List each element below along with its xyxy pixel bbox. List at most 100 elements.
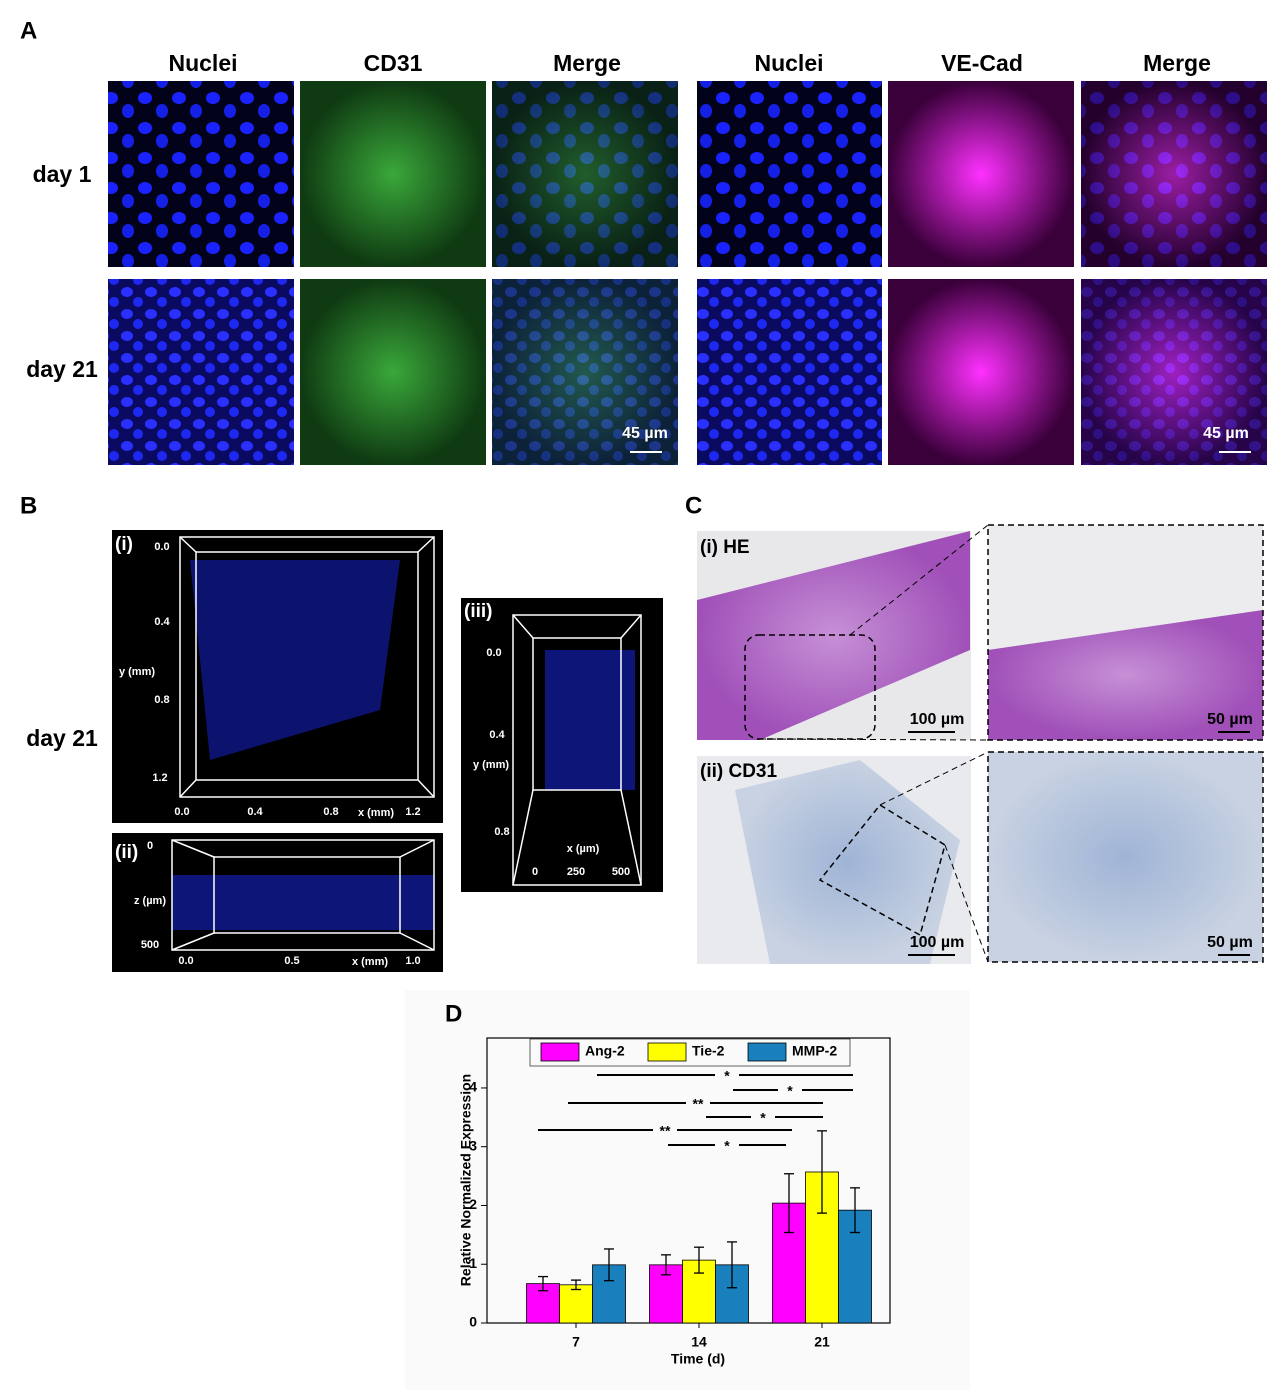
tick-label: 0.0 [174,806,189,818]
scale-bar-label: 50 µm [1207,711,1253,728]
significance-label: * [724,1138,730,1154]
bounding-box [195,551,419,781]
panel-label: C [685,492,702,519]
tick-label: 0.0 [178,955,193,967]
tick-label: 0.8 [494,826,509,838]
zoom-region [818,804,946,937]
bounding-box [171,839,435,951]
view-label: (iii) [464,601,493,622]
image [697,279,882,465]
zoom-region [744,634,876,740]
row-label: day 1 [33,161,92,187]
significance-label: * [787,1083,793,1099]
error-bar [538,1275,548,1292]
error-bar [571,1279,581,1291]
error-bar [784,1173,794,1234]
bar [559,1284,593,1324]
bounding-box [512,614,642,886]
scale-bar-label: 100 µm [910,934,965,951]
bounding-box [213,856,401,934]
view-label: (i) [115,534,133,555]
significance-label: * [724,1068,730,1084]
image [545,650,635,790]
zoom-frame [987,524,1264,741]
image [888,279,1074,465]
scale-bar-label: 45 µm [1203,425,1249,442]
column-header: Merge [1143,50,1211,76]
error-bar [604,1248,614,1282]
error-bar [727,1241,737,1289]
significance-label: ** [693,1096,704,1112]
column-header: VE-Cad [941,50,1023,76]
legend-label: MMP-2 [792,1043,837,1059]
image [1081,81,1267,267]
legend-swatch [647,1042,687,1062]
legend-frame [529,1038,851,1067]
image [1081,279,1267,465]
axis-label: y (mm) [119,666,155,678]
tick-label: 0.4 [489,729,505,741]
tick-label: 1.0 [405,955,420,967]
scale-bar-label: 45 µm [622,425,668,442]
image-label: (ii) CD31 [700,761,778,782]
chart-background [405,990,970,1390]
tick-label: 1.2 [405,806,420,818]
error-bar [850,1187,860,1234]
panel-label: B [20,492,37,519]
significance-label: * [760,1110,766,1126]
tick-label: 0 [532,866,538,878]
panel-label: D [445,1000,462,1027]
panel-b-views [112,530,663,972]
axis-label: x (mm) [358,807,394,819]
image [735,760,960,964]
legend-swatch [540,1042,580,1062]
column-header: Nuclei [168,50,237,76]
x-tick-label: 7 [572,1334,580,1350]
axis-label: z (µm) [134,895,166,907]
axis-label: y (mm) [473,759,509,771]
column-header: Merge [553,50,621,76]
panel-c-images [697,524,1264,964]
image [190,560,400,760]
panel-label: A [20,17,37,44]
image-label: (i) HE [700,537,750,558]
view-label: (ii) [115,842,138,863]
x-axis-title: Time (d) [671,1351,725,1367]
image [172,875,434,930]
image [300,279,486,465]
tick-label: 250 [567,866,585,878]
row-label: day 21 [26,725,98,751]
tick-label: 1.2 [152,772,167,784]
y-axis-title: Relative Normalized Expression [458,1074,474,1286]
legend-label: Tie-2 [692,1043,725,1059]
tick-label: 0.8 [323,806,338,818]
image [988,610,1263,740]
y-tick-label: 2 [469,1196,477,1212]
tick-label: 0.0 [154,541,169,553]
tick-label: 0.5 [284,955,299,967]
y-tick-label: 0 [469,1314,477,1330]
tick-label: 500 [612,866,630,878]
legend-swatch [747,1042,787,1062]
image [988,752,1263,962]
axis-label: x (mm) [352,956,388,968]
column-header: CD31 [364,50,423,76]
tick-label: 0.0 [486,647,501,659]
tick-label: 0.8 [154,694,169,706]
x-tick-label: 21 [814,1334,830,1350]
scale-bar-label: 50 µm [1207,934,1253,951]
panel-a-images [108,81,1267,465]
axis-label: x (µm) [567,843,600,855]
tick-label: 0.4 [154,616,170,628]
legend-label: Ang-2 [585,1043,625,1059]
zoom-frame [987,751,1264,963]
image [697,81,882,267]
error-bar [661,1254,671,1276]
error-bar [817,1130,827,1214]
tick-label: 0.4 [247,806,263,818]
x-tick-label: 14 [691,1334,707,1350]
image [108,81,294,267]
